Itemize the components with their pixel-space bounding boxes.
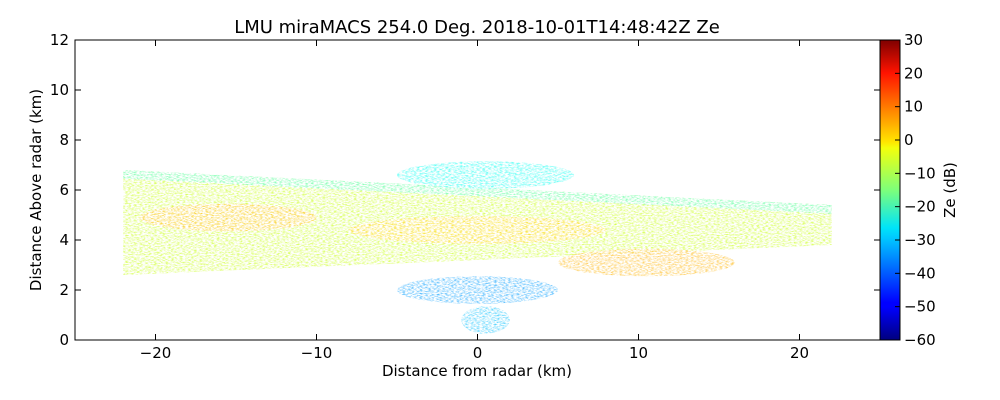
x-tick-label: −10 [301,344,333,362]
y-axis: 0 2 4 6 8 10 12 [50,31,880,349]
x-axis: −20 −10 0 10 20 [140,40,809,362]
y-tick-label: 6 [59,181,69,199]
x-axis-label: Distance from radar (km) [382,362,572,380]
echo-region-cell [558,248,736,277]
radar-echo-region [123,161,832,334]
colorbar-tick-label: 0 [904,131,914,149]
colorbar: 30 20 10 0 −10 −20 −30 −40 −50 −60 Ze (dB) [879,31,959,349]
echo-region-cell [348,216,607,244]
plot-area [123,161,832,334]
y-axis-label: Distance Above radar (km) [27,89,45,291]
chart-title: LMU miraMACS 254.0 Deg. 2018-10-01T14:48… [234,17,720,38]
colorbar-tick-label: 10 [904,98,923,116]
x-tick-label: 10 [629,344,648,362]
x-tick-label: 20 [790,344,809,362]
y-tick-label: 2 [59,281,69,299]
colorbar-tick-label: −50 [904,298,936,316]
colorbar-tick-label: −10 [904,164,936,182]
y-tick-label: 12 [50,31,69,49]
y-tick-label: 4 [59,231,69,249]
x-tick-label: −20 [140,344,172,362]
colorbar-tick-label: −40 [904,264,936,282]
y-tick-label: 0 [59,331,69,349]
colorbar-tick-label: 20 [904,64,923,82]
echo-region-top-fringe [123,170,832,214]
x-tick-label: 0 [473,344,483,362]
y-tick-label: 10 [50,81,69,99]
colorbar-ticks: 30 20 10 0 −10 −20 −30 −40 −50 −60 [895,31,936,349]
colorbar-tick-label: −20 [904,198,936,216]
echo-region-cell [397,161,575,189]
echo-region-cell [397,276,558,304]
echo-region-cell [139,203,317,232]
y-tick-label: 8 [59,131,69,149]
colorbar-label: Ze (dB) [941,162,959,218]
colorbar-tick-label: −60 [904,331,936,349]
colorbar-gradient [879,39,901,341]
colorbar-tick-label: 30 [904,31,923,49]
echo-region-cell [461,306,510,334]
colorbar-tick-label: −30 [904,231,936,249]
